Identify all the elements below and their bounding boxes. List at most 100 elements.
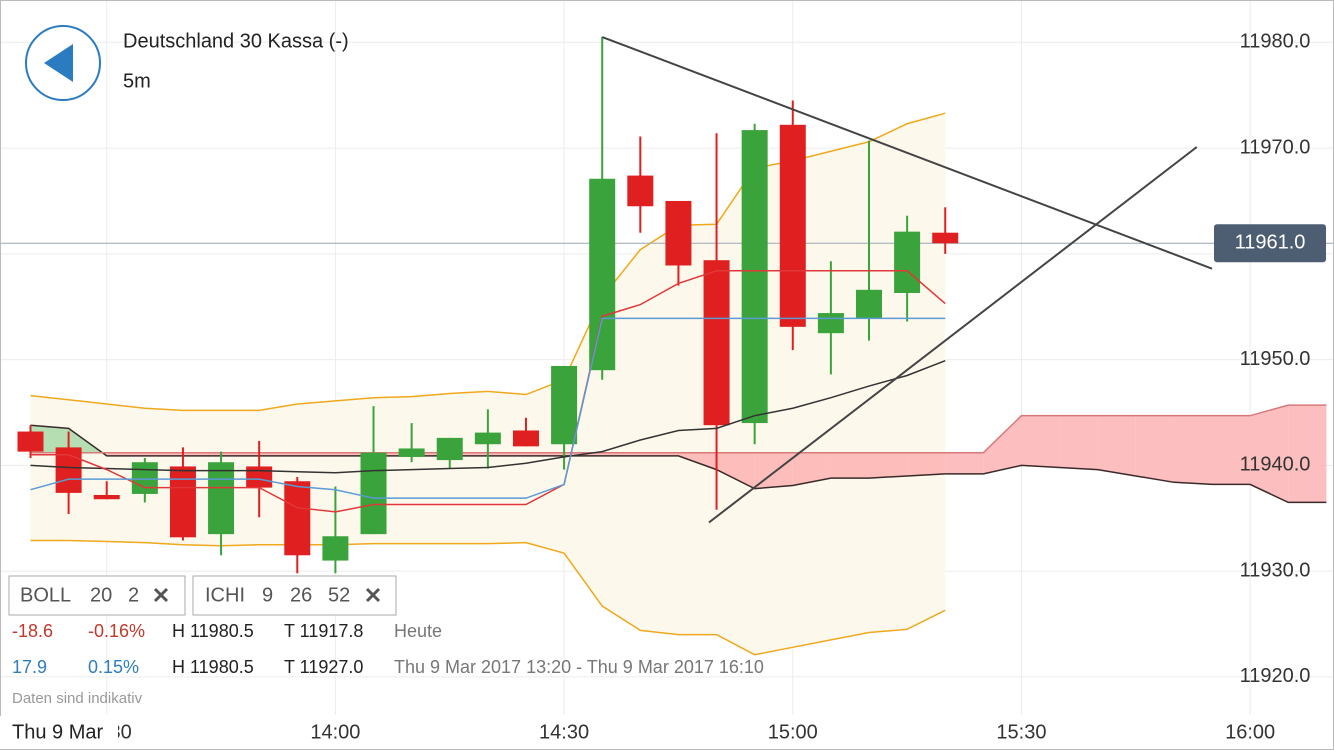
indicator-line (30, 270, 946, 513)
candle-body (589, 178, 616, 371)
cloud-segment (221, 452, 260, 456)
x-tick-label: 14:30 (539, 721, 589, 743)
cloud-segment (983, 415, 1022, 474)
interval[interactable]: 5m (123, 70, 151, 92)
chip-param: 9 (262, 584, 273, 606)
high: H 11980.5 (172, 621, 254, 641)
candle-body (741, 130, 768, 424)
cloud-segment (1021, 415, 1060, 468)
change: 17.9 (12, 657, 47, 677)
candle-body (284, 481, 311, 556)
cloud-segment (1288, 405, 1327, 503)
cloud-segment (792, 452, 831, 486)
candle-body (322, 536, 349, 561)
x-tick-label: 16:00 (1225, 721, 1275, 743)
candle-body (817, 313, 844, 334)
cloud-segment (182, 452, 222, 456)
candle-body (360, 452, 387, 535)
y-tick-label: 11950.0 (1240, 348, 1311, 370)
candle-body (474, 432, 501, 445)
chip-box[interactable] (192, 575, 397, 616)
chip-name: ICHI (205, 584, 245, 606)
y-tick-label: 11920.0 (1240, 665, 1311, 687)
candle-body (779, 124, 806, 327)
title: Deutschland 30 Kassa (-) (123, 30, 349, 52)
chip-name: BOLL (20, 584, 71, 606)
candle-body (627, 175, 654, 207)
indicator-line (30, 359, 946, 474)
cloud-segment (525, 452, 565, 456)
y-tick-label: 11930.0 (1240, 559, 1311, 581)
candle-body (169, 466, 196, 538)
low: T 11927.0 (284, 657, 363, 677)
change-pct: 0.15% (88, 657, 139, 677)
trendline (601, 36, 1213, 270)
cloud-segment (259, 452, 298, 456)
cloud-segment (869, 452, 908, 479)
chip-param: 26 (290, 584, 312, 606)
change: -18.6 (12, 621, 53, 641)
candle-body (512, 430, 539, 447)
cloud-segment (297, 452, 336, 456)
indicator-chip[interactable]: ICHI 9 26 52 (192, 575, 397, 616)
candle-body (932, 232, 959, 244)
cloud-line (30, 404, 1327, 454)
candle-body (436, 437, 463, 461)
change-pct: -0.16% (88, 621, 145, 641)
band-line (30, 539, 946, 656)
cloud-segment (716, 452, 755, 489)
indicator-line (30, 317, 946, 499)
disclaimer: Daten sind indikativ (12, 690, 143, 707)
cloud-segment (945, 452, 984, 474)
candle-body (665, 200, 692, 266)
candle-body (131, 462, 158, 494)
cloud-segment (144, 452, 183, 456)
chip-param: 52 (328, 584, 350, 606)
back-button[interactable] (25, 25, 101, 101)
trendline (708, 146, 1198, 524)
high: H 11980.5 (172, 657, 254, 677)
date-label: Thu 9 Mar (12, 721, 103, 743)
cloud-segment (1135, 415, 1174, 483)
cloud-segment (106, 452, 145, 456)
chip-box[interactable] (8, 575, 186, 616)
chip-close[interactable] (153, 587, 169, 603)
x-tick-label: 15:30 (996, 721, 1046, 743)
date-box (0, 716, 118, 749)
cloud-segment (1097, 415, 1136, 476)
period: Thu 9 Mar 2017 13:20 - Thu 9 Mar 2017 16… (394, 657, 764, 677)
candle-body (703, 260, 730, 426)
x-tick-label: 14:00 (310, 721, 360, 743)
candle-body (894, 231, 921, 293)
chip-param: 20 (90, 584, 112, 606)
cloud-segment (487, 452, 526, 456)
cloud-segment (1173, 415, 1213, 485)
low: T 11917.8 (284, 621, 363, 641)
indicator-chip[interactable]: BOLL 20 2 (8, 575, 186, 616)
candle-body (856, 289, 883, 319)
chip-param: 2 (128, 584, 139, 606)
x-tick-label: 15:00 (768, 721, 818, 743)
candle-body (17, 431, 44, 452)
cloud-line (30, 424, 1327, 504)
y-tick-label: 11970.0 (1240, 136, 1311, 158)
candle-body (551, 365, 578, 445)
back-arrow[interactable] (44, 44, 73, 82)
candle-body (208, 462, 235, 535)
y-tick-label: 11940.0 (1240, 454, 1311, 476)
last-price-label: 11961.0 (1235, 232, 1306, 254)
band-area (30, 113, 946, 655)
candle-body (93, 495, 120, 500)
candle-body (398, 448, 425, 457)
cloud-segment (907, 452, 946, 476)
last-price-box (1214, 224, 1326, 263)
cloud-segment (1059, 415, 1098, 470)
candle-body (246, 466, 273, 488)
chip-close[interactable] (365, 587, 381, 603)
cloud-segment (1250, 405, 1289, 503)
cloud-segment (602, 452, 641, 456)
y-tick-label: 11980.0 (1240, 31, 1311, 53)
cloud-segment (830, 452, 870, 479)
